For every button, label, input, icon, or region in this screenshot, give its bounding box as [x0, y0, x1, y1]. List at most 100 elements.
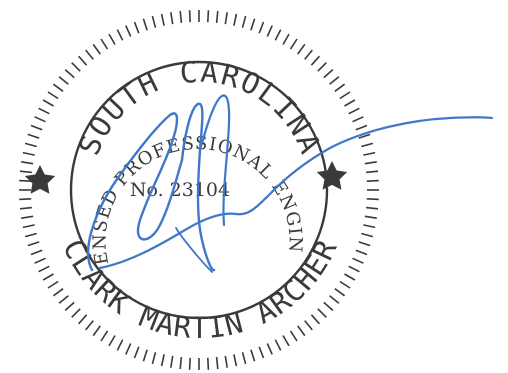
seal-tick-mark	[19, 179, 32, 182]
seal-tick-mark	[151, 352, 157, 365]
seal-tick-mark	[42, 273, 54, 281]
seal-tick-mark	[100, 330, 109, 342]
seal-tick-mark	[42, 99, 54, 107]
seal-license-number: No. 23104	[130, 179, 230, 201]
seal-tick-mark	[188, 10, 191, 23]
seal-tick-mark	[142, 349, 148, 362]
seal-tick-mark	[52, 288, 64, 297]
seal-tick-mark	[30, 249, 43, 256]
seal-tick-mark	[352, 116, 364, 123]
seal-tick-mark	[355, 124, 368, 131]
seal-tick-mark	[348, 107, 360, 115]
seal-tick-mark	[224, 355, 228, 368]
seal-tick-mark	[19, 206, 32, 210]
seal-tick-mark	[344, 99, 356, 107]
seal-tick-mark	[363, 151, 376, 156]
seal-tick-mark	[30, 124, 43, 131]
seal-tick-mark	[241, 352, 247, 365]
seal-tick-mark	[58, 295, 69, 304]
seal-tick-mark	[27, 241, 40, 247]
seal-tick-mark	[250, 18, 256, 31]
seal-tick-mark	[38, 265, 50, 273]
seal-tick-mark	[297, 43, 306, 55]
seal-tick-mark	[160, 354, 165, 367]
seal-tick-mark	[329, 295, 340, 304]
seal-tick-mark	[358, 133, 371, 139]
seal-tick-mark	[207, 357, 210, 370]
seal-tick-mark	[361, 142, 374, 148]
seal-tick-mark	[348, 265, 360, 273]
seal-tick-mark	[47, 91, 59, 100]
star-icon	[316, 161, 348, 190]
seal-tick-mark	[310, 314, 320, 325]
seal-tick-mark	[344, 273, 356, 281]
seal-tick-mark	[233, 13, 238, 26]
seal-tick-mark	[52, 83, 64, 92]
seal-tick-mark	[179, 10, 183, 23]
seal-tick-mark	[34, 116, 46, 123]
seal-tick-mark	[361, 232, 374, 238]
seal-tick-mark	[317, 308, 327, 318]
seal-tick-mark	[323, 69, 334, 79]
seal-tick-mark	[64, 301, 75, 311]
seal-tick-mark	[19, 170, 32, 174]
seal-tick-mark	[58, 76, 69, 85]
seal-tick-mark	[125, 25, 132, 37]
seal-tick-mark	[282, 33, 290, 45]
seal-tick-mark	[24, 142, 37, 148]
seal-tick-mark	[297, 325, 306, 337]
seal-tick-mark	[133, 346, 140, 359]
seal-tick-mark	[71, 308, 81, 318]
seal-tick-mark	[34, 257, 46, 264]
seal-tick-mark	[334, 83, 346, 92]
seal-tick-mark	[366, 206, 379, 210]
seal-tick-mark	[142, 18, 148, 31]
seal-tick-mark	[92, 325, 101, 337]
seal-tick-mark	[100, 38, 109, 50]
seal-tick-mark	[207, 10, 210, 23]
seal-tick-mark	[64, 69, 75, 79]
seal-tick-mark	[233, 354, 238, 367]
seal-tick-mark	[179, 357, 183, 370]
seal-tick-ring	[19, 10, 379, 370]
seal-tick-mark	[364, 161, 377, 165]
seal-tick-mark	[258, 346, 265, 359]
seal-tick-mark	[151, 15, 157, 28]
seal-tick-mark	[289, 38, 298, 50]
seal-tick-mark	[21, 215, 34, 219]
seal-tick-mark	[282, 335, 290, 347]
seal-tick-mark	[358, 241, 371, 247]
seal-tick-mark	[71, 62, 81, 72]
seal-tick-mark	[47, 280, 59, 289]
seal-tick-mark	[85, 320, 94, 331]
seal-tick-mark	[125, 343, 132, 355]
seal-tick-mark	[78, 55, 88, 66]
seal-tick-mark	[215, 10, 219, 23]
seal-tick-mark	[224, 12, 228, 25]
seal-tick-mark	[21, 161, 34, 165]
seal-tick-mark	[258, 21, 265, 34]
seal-tick-mark	[133, 21, 140, 34]
seal-tick-mark	[27, 133, 40, 139]
seal-tick-mark	[304, 320, 313, 331]
seal-tick-mark	[38, 107, 50, 115]
seal-tick-mark	[92, 43, 101, 55]
seal-tick-mark	[170, 12, 174, 25]
seal-tick-mark	[85, 49, 94, 60]
seal-tick-mark	[289, 330, 298, 342]
seal-tick-mark	[24, 232, 37, 238]
seal-tick-mark	[329, 76, 340, 85]
seal-inner-ring	[69, 60, 329, 320]
seal-tick-mark	[317, 62, 327, 72]
seal-tick-mark	[364, 215, 377, 219]
seal-tick-mark	[266, 343, 273, 355]
star-icon	[24, 165, 56, 194]
seal-tick-mark	[108, 335, 116, 347]
seal-tick-mark	[323, 301, 334, 311]
seal-tick-mark	[170, 355, 174, 368]
handwritten-signature	[87, 94, 494, 273]
seal-tick-mark	[274, 339, 282, 351]
seal-tick-mark	[160, 13, 165, 26]
